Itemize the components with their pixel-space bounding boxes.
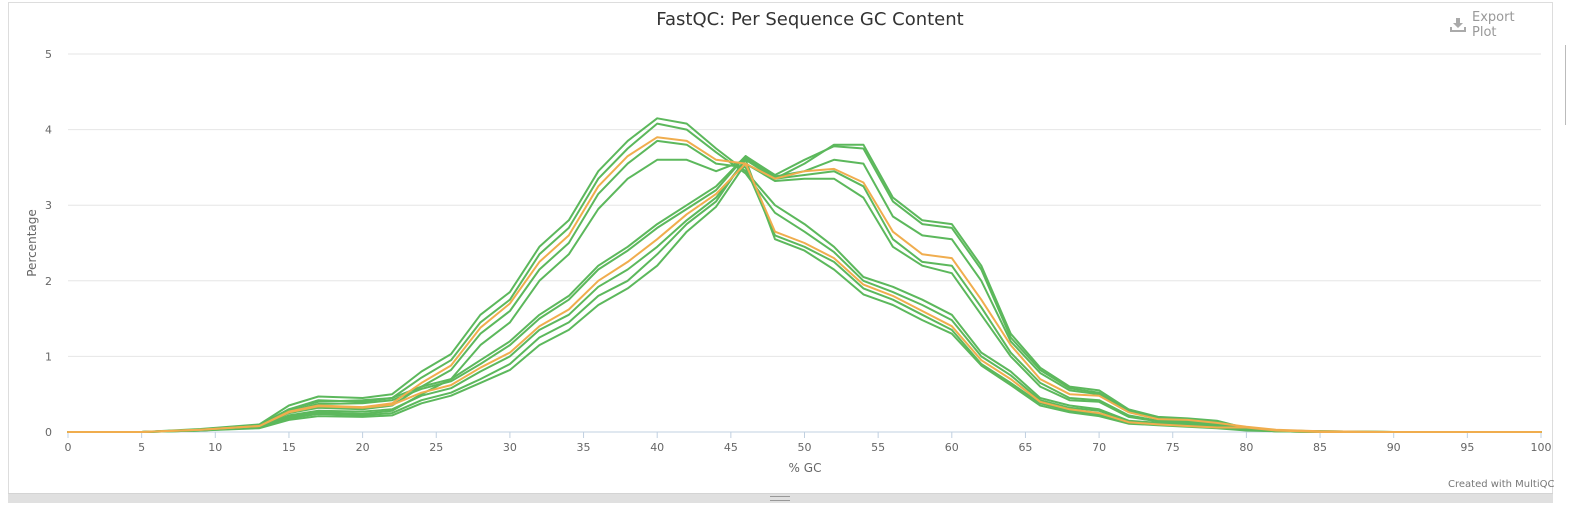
y-tick-label: 4 [45, 124, 52, 137]
series-line-pass[interactable] [67, 117, 1542, 433]
y-tick-label: 3 [45, 199, 52, 212]
x-tick-label: 80 [1239, 441, 1253, 454]
x-tick-label: 45 [724, 441, 738, 454]
x-tick-label: 65 [1018, 441, 1032, 454]
x-tick-label: 30 [503, 441, 517, 454]
export-plot-button[interactable]: Export Plot [1450, 10, 1542, 40]
x-tick-label: 75 [1166, 441, 1180, 454]
x-axis-label: % GC [789, 461, 822, 475]
y-tick-label: 5 [45, 48, 52, 61]
x-tick-label: 55 [871, 441, 885, 454]
x-tick-label: 35 [577, 441, 591, 454]
x-tick-label: 25 [429, 441, 443, 454]
resize-handle[interactable] [8, 493, 1553, 503]
x-tick-label: 15 [282, 441, 296, 454]
x-tick-label: 90 [1387, 441, 1401, 454]
x-tick-label: 95 [1460, 441, 1474, 454]
multiqc-credit: Created with MultiQC [1448, 479, 1555, 490]
series-line-pass[interactable] [67, 139, 1542, 433]
series-line-pass[interactable] [67, 145, 1542, 433]
drag-grip-icon [770, 496, 790, 501]
y-tick-label: 2 [45, 275, 52, 288]
series-line-pass[interactable] [67, 158, 1542, 433]
x-tick-label: 10 [208, 441, 222, 454]
series-line-warn[interactable] [67, 136, 1542, 433]
series-line-pass[interactable] [67, 158, 1542, 433]
x-tick-label: 70 [1092, 441, 1106, 454]
side-scrollbar [1563, 0, 1595, 529]
x-tick-label: 20 [356, 441, 370, 454]
chart-title: FastQC: Per Sequence GC Content [656, 9, 963, 30]
download-icon [1450, 18, 1466, 32]
x-tick-label: 85 [1313, 441, 1327, 454]
export-plot-label: Export Plot [1472, 10, 1515, 40]
x-tick-label: 5 [138, 441, 145, 454]
series-line-warn[interactable] [67, 162, 1542, 433]
x-tick-label: 40 [650, 441, 664, 454]
x-tick-label: 50 [798, 441, 812, 454]
x-tick-label: 60 [945, 441, 959, 454]
series-line-pass[interactable] [67, 143, 1542, 433]
x-tick-label: 100 [1531, 441, 1552, 454]
y-axis-label: Percentage [25, 209, 39, 277]
series-lines [67, 117, 1542, 433]
chart-panel [8, 2, 1553, 502]
grid-lines [68, 53, 1541, 357]
series-line-pass[interactable] [67, 157, 1542, 433]
x-tick-label: 0 [65, 441, 72, 454]
series-line-pass[interactable] [67, 122, 1542, 433]
y-tick-label: 0 [45, 426, 52, 439]
series-line-pass[interactable] [67, 162, 1542, 433]
y-tick-label: 1 [45, 350, 52, 363]
